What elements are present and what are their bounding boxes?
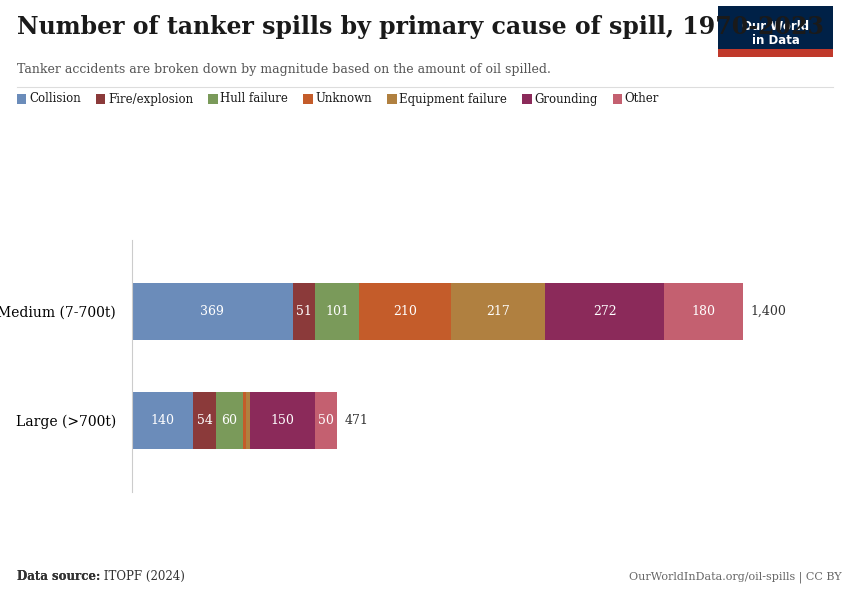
Text: 272: 272 [593, 305, 616, 318]
Bar [546, 283, 664, 340]
Text: Collision: Collision [29, 92, 81, 106]
Bar [250, 392, 315, 449]
Text: Grounding: Grounding [534, 92, 598, 106]
Text: Equipment failure: Equipment failure [400, 92, 507, 106]
Text: Other: Other [625, 92, 659, 106]
Text: 60: 60 [222, 414, 237, 427]
Bar [315, 283, 359, 340]
Bar [718, 49, 833, 57]
Bar [664, 283, 743, 340]
Text: Fire/explosion: Fire/explosion [108, 92, 193, 106]
Bar [359, 283, 450, 340]
Text: 369: 369 [201, 305, 224, 318]
Bar [132, 392, 193, 449]
Bar [450, 283, 546, 340]
Text: 51: 51 [296, 305, 312, 318]
Bar [315, 392, 337, 449]
Text: Data source:: Data source: [17, 570, 100, 583]
Text: 471: 471 [345, 414, 369, 427]
Text: 50: 50 [319, 414, 334, 427]
Text: 1,400: 1,400 [751, 305, 786, 318]
Text: Hull failure: Hull failure [220, 92, 288, 106]
Text: Unknown: Unknown [315, 92, 371, 106]
Bar [132, 283, 292, 340]
Text: ITOPF (2024): ITOPF (2024) [100, 570, 185, 583]
Text: 210: 210 [393, 305, 416, 318]
Bar [242, 392, 246, 449]
Bar [292, 283, 315, 340]
Bar [246, 392, 250, 449]
Text: 180: 180 [691, 305, 716, 318]
Text: 217: 217 [486, 305, 510, 318]
Text: Number of tanker spills by primary cause of spill, 1970-2023: Number of tanker spills by primary cause… [17, 15, 824, 39]
Text: OurWorldInData.org/oil-spills | CC BY: OurWorldInData.org/oil-spills | CC BY [629, 572, 842, 583]
Text: Our World: Our World [742, 20, 809, 33]
Text: 101: 101 [325, 305, 349, 318]
Bar [217, 392, 242, 449]
Bar [193, 392, 217, 449]
Text: in Data: in Data [751, 34, 800, 47]
Text: 150: 150 [271, 414, 295, 427]
Text: 54: 54 [196, 414, 212, 427]
Text: Data source:: Data source: [17, 570, 100, 583]
Text: Tanker accidents are broken down by magnitude based on the amount of oil spilled: Tanker accidents are broken down by magn… [17, 63, 551, 76]
Text: 140: 140 [150, 414, 174, 427]
